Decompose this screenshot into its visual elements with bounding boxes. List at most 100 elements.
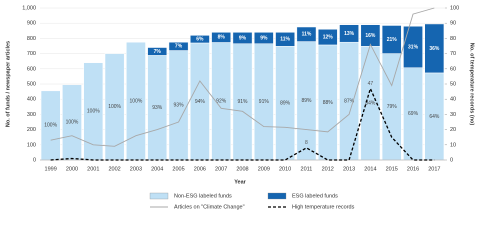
bar-segment (317, 29, 338, 46)
share-label: 36% (429, 46, 440, 52)
y2-tick-label: 0 (450, 157, 453, 163)
share-label: 88% (323, 100, 334, 106)
x-tick-label: 2014 (364, 166, 376, 172)
share-label: 9% (260, 35, 268, 41)
share-label: 100% (108, 104, 121, 110)
y-tick-label: 700 (27, 51, 36, 57)
y2-tick-label: 30 (450, 112, 456, 118)
x-tick-label: 2017 (428, 166, 440, 172)
x-tick-label: 2005 (172, 166, 184, 172)
x-tick-label: 2008 (236, 166, 248, 172)
bar-segment (424, 23, 445, 74)
y2-tick-label: 20 (450, 127, 456, 133)
share-label: 16% (365, 33, 376, 39)
bar-segment (360, 24, 381, 47)
y2-tick-label: 70 (450, 51, 456, 57)
legend-swatch (149, 192, 169, 200)
x-tick-label: 2006 (194, 166, 206, 172)
share-label: 69% (408, 111, 419, 117)
share-label: 89% (280, 100, 291, 106)
y-axis-title: No. of funds / newspaper articles (5, 41, 11, 127)
share-label: 91% (237, 99, 248, 105)
share-label: 100% (44, 123, 57, 129)
y-tick-label: 300 (27, 112, 36, 118)
y2-tick-label: 90 (450, 21, 456, 27)
y-tick-label: 1,000 (22, 5, 36, 11)
data-label: 8 (305, 140, 308, 146)
share-label: 92% (216, 99, 227, 105)
share-label: 79% (387, 104, 398, 110)
share-label: 7% (175, 44, 183, 50)
bar-segment (190, 35, 210, 44)
share-label: 87% (344, 98, 355, 104)
x-tick-label: 2002 (108, 166, 120, 172)
share-label: 9% (239, 35, 247, 41)
line-series (50, 7, 435, 147)
share-label: 6% (196, 36, 204, 42)
x-tick-label: 2007 (215, 166, 227, 172)
y-tick-label: 200 (27, 127, 36, 133)
share-label: 8% (218, 35, 226, 41)
x-tick-label: 1999 (45, 166, 57, 172)
y-tick-label: 100 (27, 142, 36, 148)
share-label: 93% (174, 103, 185, 109)
x-tick-label: 2012 (322, 166, 334, 172)
legend-label: High temperature records (292, 204, 355, 210)
share-label: 13% (344, 31, 355, 37)
share-label: 94% (195, 99, 206, 105)
share-label: 91% (259, 99, 270, 105)
y-tick-label: 500 (27, 81, 36, 87)
share-label: 7% (154, 49, 162, 55)
share-label: 84% (365, 100, 376, 106)
x-tick-label: 2016 (407, 166, 419, 172)
y-tick-label: 0 (33, 157, 36, 163)
legend-swatch (267, 192, 287, 200)
y2-tick-label: 100 (450, 5, 459, 11)
share-label: 93% (152, 105, 163, 111)
share-label: 12% (323, 34, 334, 40)
bar-segment (275, 32, 295, 47)
y-tick-label: 800 (27, 36, 36, 42)
x-tick-label: 2001 (87, 166, 99, 172)
x-tick-label: 2013 (343, 166, 355, 172)
chart: Year No. of funds / newspaper articles N… (5, 5, 475, 210)
share-label: 100% (130, 98, 143, 104)
x-axis-title: Year (234, 179, 246, 185)
share-label: 21% (387, 37, 398, 43)
x-tick-label: 2009 (258, 166, 270, 172)
share-label: 100% (66, 120, 79, 126)
share-label: 11% (302, 32, 312, 38)
x-tick-label: 2000 (66, 166, 78, 172)
legend-label: Articles on "Climate Change" (174, 204, 245, 210)
x-tick-label: 2011 (301, 166, 313, 172)
bar-segment (381, 25, 402, 54)
share-label: 64% (429, 114, 440, 120)
bar-segment (147, 47, 168, 56)
y-tick-label: 400 (27, 97, 36, 103)
x-tick-label: 2010 (279, 166, 291, 172)
legend-label: ESG labeled funds (292, 193, 338, 199)
share-label: 31% (408, 44, 419, 50)
share-label: 100% (87, 109, 100, 115)
share-label: 89% (301, 98, 312, 104)
y2-axis-title: No. of temperature records (no) (469, 43, 475, 126)
bar-segment (211, 32, 232, 43)
y2-tick-label: 60 (450, 66, 456, 72)
bar-segment (339, 24, 359, 43)
y2-tick-label: 10 (450, 142, 456, 148)
bar-segment (168, 41, 189, 51)
line-series (50, 86, 435, 161)
bar-segment (253, 32, 274, 44)
bar-segment (296, 26, 317, 42)
share-label: 11% (280, 37, 290, 43)
y2-tick-label: 80 (450, 36, 456, 42)
x-tick-label: 2003 (130, 166, 142, 172)
y-tick-label: 600 (27, 66, 36, 72)
x-tick-label: 2004 (151, 166, 163, 172)
legend-label: Non-ESG labeled funds (174, 193, 232, 199)
y2-tick-label: 40 (450, 97, 456, 103)
x-tick-label: 2015 (386, 166, 398, 172)
data-label: 47 (368, 81, 374, 87)
bar-segment (232, 32, 253, 44)
y-tick-label: 900 (27, 21, 36, 27)
